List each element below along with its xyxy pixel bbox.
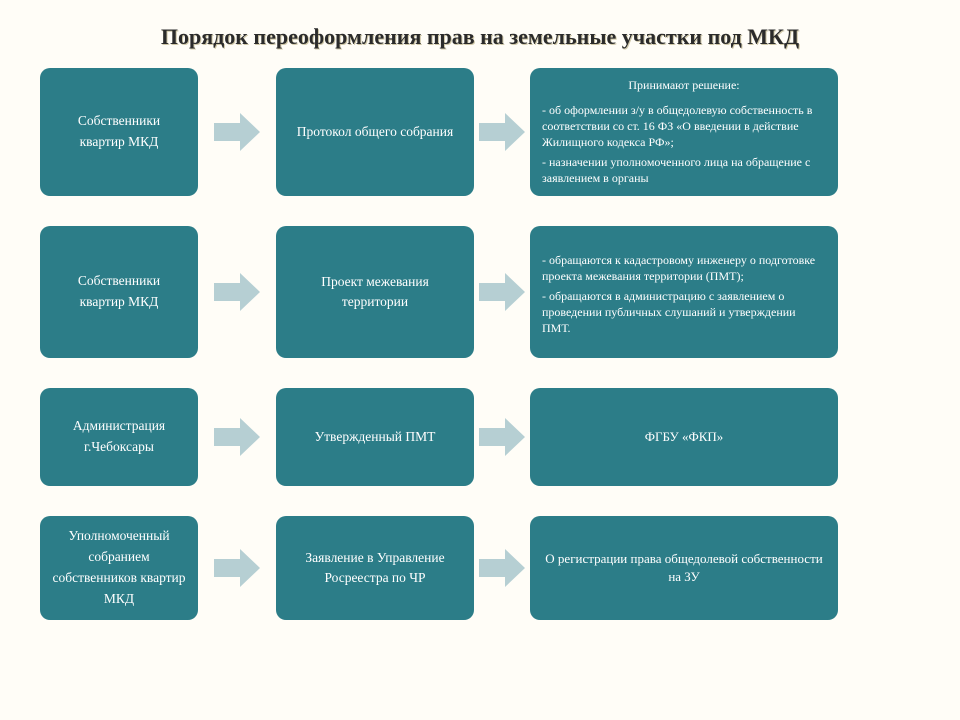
box-text: Утвержденный ПМТ — [315, 427, 436, 447]
box-text: Собственники — [78, 271, 160, 292]
box-text: Проект межевания территории — [288, 272, 462, 311]
page-title: Порядок переоформления прав на земельные… — [40, 24, 920, 50]
arrow-icon — [214, 549, 260, 587]
flow-box-middle: Проект межевания территории — [276, 226, 474, 358]
arrow-icon — [479, 273, 525, 311]
arrow — [474, 549, 530, 587]
box-bullet: - обращаются в администрацию с заявление… — [542, 288, 826, 337]
arrow-icon — [479, 418, 525, 456]
flow-box-left: Собственникиквартир МКД — [40, 68, 198, 196]
arrow-icon — [214, 418, 260, 456]
arrow — [474, 113, 530, 151]
box-text: Собственники — [78, 111, 160, 132]
flow-box-middle: Заявление в Управление Росреестра по ЧР — [276, 516, 474, 620]
flow-row: Уполномоченный собранием собственников к… — [40, 516, 920, 620]
box-text: квартир МКД — [80, 292, 159, 313]
arrow — [198, 113, 276, 151]
box-text: Протокол общего собрания — [297, 122, 453, 142]
flow-box-left: Собственникиквартир МКД — [40, 226, 198, 358]
arrow — [474, 273, 530, 311]
flow-box-left: Администрация г.Чебоксары — [40, 388, 198, 486]
arrow — [198, 273, 276, 311]
arrow-icon — [479, 549, 525, 587]
box-heading: Принимают решение: — [542, 77, 826, 93]
flow-box-right: Принимают решение: - об оформлении з/у в … — [530, 68, 838, 196]
flow-row: Администрация г.Чебоксары Утвержденный ПМ… — [40, 388, 920, 486]
arrow — [198, 418, 276, 456]
flow-box-right: О регистрации права общедолевой собствен… — [530, 516, 838, 620]
arrow — [474, 418, 530, 456]
box-text: ФГБУ «ФКП» — [645, 428, 724, 446]
arrow-icon — [479, 113, 525, 151]
box-bullet: - обращаются к кадастровому инженеру о п… — [542, 252, 826, 284]
box-text: Администрация г.Чебоксары — [52, 416, 186, 458]
box-text: квартир МКД — [80, 132, 159, 153]
arrow — [198, 549, 276, 587]
arrow-icon — [214, 113, 260, 151]
box-bullet: - назначении уполномоченного лица на обр… — [542, 154, 826, 186]
page: Порядок переоформления прав на земельные… — [0, 0, 960, 720]
box-bullet: - об оформлении з/у в общедолевую собств… — [542, 102, 826, 151]
box-text: Заявление в Управление Росреестра по ЧР — [288, 548, 462, 587]
flow-box-right: ФГБУ «ФКП» — [530, 388, 838, 486]
flow-box-right: - обращаются к кадастровому инженеру о п… — [530, 226, 838, 358]
box-text: О регистрации права общедолевой собствен… — [542, 550, 826, 585]
box-text: Уполномоченный собранием собственников к… — [52, 526, 186, 610]
flow-row: Собственникиквартир МКД Проект межевания … — [40, 226, 920, 358]
flow-box-left: Уполномоченный собранием собственников к… — [40, 516, 198, 620]
flow-rows: Собственникиквартир МКДПротокол общего с… — [40, 68, 920, 620]
flow-row: Собственникиквартир МКД Протокол общего с… — [40, 68, 920, 196]
flow-box-middle: Протокол общего собрания — [276, 68, 474, 196]
arrow-icon — [214, 273, 260, 311]
flow-box-middle: Утвержденный ПМТ — [276, 388, 474, 486]
